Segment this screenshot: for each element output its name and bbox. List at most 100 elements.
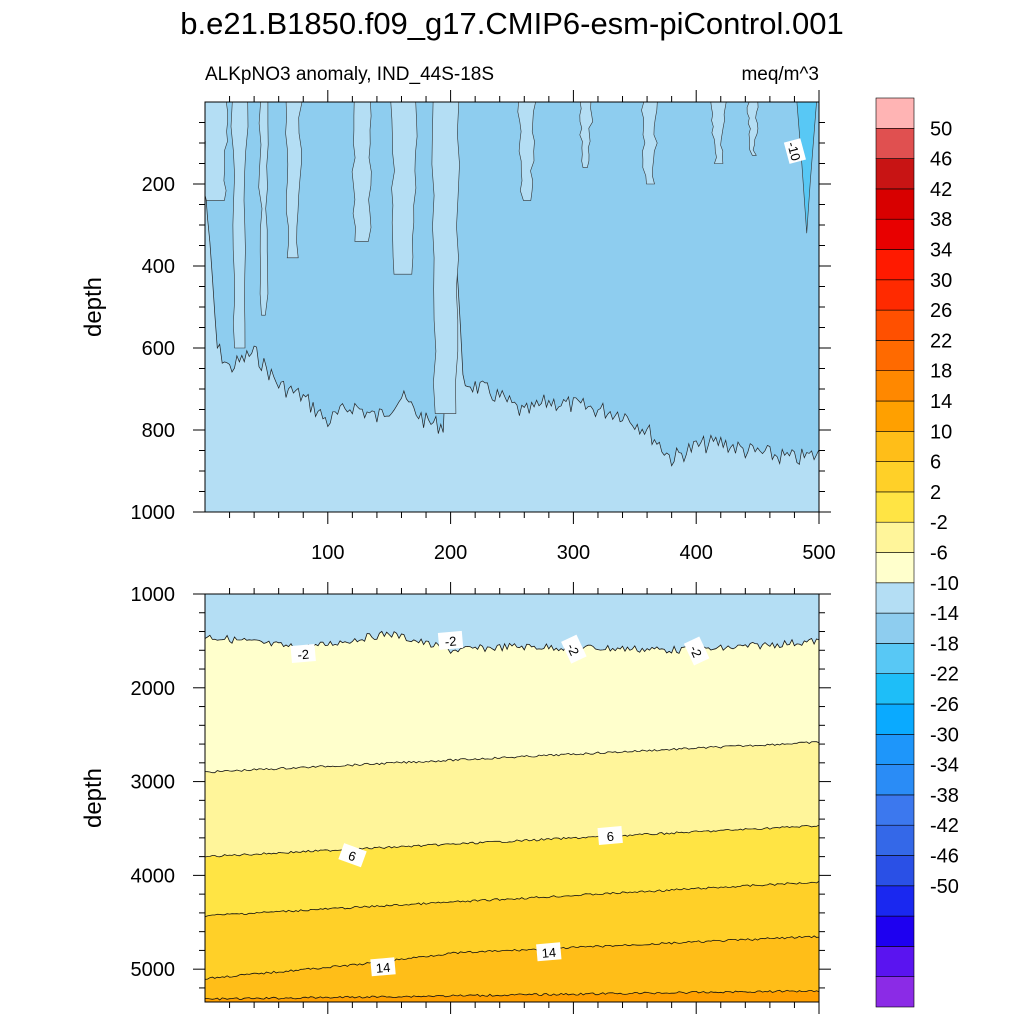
colorbar-label: 50 bbox=[930, 118, 952, 140]
upper-y-tick-label: 800 bbox=[142, 420, 175, 442]
colorbar-swatch bbox=[875, 400, 915, 432]
colorbar-label: 26 bbox=[930, 300, 952, 322]
lower-contour-line bbox=[205, 989, 819, 1001]
upper-x-tick-label: 400 bbox=[680, 542, 713, 564]
upper-contour-label: -10 bbox=[783, 138, 806, 164]
lower-contour-label-text: -2 bbox=[297, 647, 310, 663]
colorbar-swatch bbox=[875, 249, 915, 281]
colorbar-swatch bbox=[875, 673, 915, 705]
lower-contour-line bbox=[205, 935, 819, 980]
lower-contour-label: 14 bbox=[536, 942, 562, 962]
colorbar-swatch bbox=[875, 976, 915, 1008]
colorbar-swatch bbox=[875, 946, 915, 978]
lower-band bbox=[205, 935, 819, 1002]
lower-contour-label-text: 14 bbox=[541, 945, 557, 961]
colorbar-swatch bbox=[875, 552, 915, 584]
colorbar-label: -14 bbox=[930, 603, 959, 625]
colorbar-label: -18 bbox=[930, 633, 959, 655]
lower-y-tick-label: 1000 bbox=[131, 584, 176, 606]
lower-y-tick-label: 5000 bbox=[131, 959, 176, 981]
lower-contour-label-text: -2 bbox=[687, 643, 705, 660]
figure-title: b.e21.B1850.f09_g17.CMIP6-esm-piControl.… bbox=[180, 6, 843, 41]
colorbar-swatch bbox=[875, 643, 915, 675]
upper-y-tick-label: 200 bbox=[142, 174, 175, 196]
upper-contour-label-text: -10 bbox=[784, 140, 803, 162]
upper-y-tick-label: 400 bbox=[142, 256, 175, 278]
colorbar-label: 14 bbox=[930, 391, 952, 413]
upper-panel: -10 200 400 600 800 1000 100 200 300 400 500 ALKp… bbox=[80, 64, 836, 564]
colorbar-swatch bbox=[875, 703, 915, 735]
upper-streak bbox=[285, 102, 303, 259]
lower-contour-line bbox=[205, 880, 819, 918]
colorbar-swatch bbox=[875, 521, 915, 553]
colorbar-label: -2 bbox=[930, 512, 948, 534]
upper-x-tick-label: 100 bbox=[311, 542, 344, 564]
lower-contour-label: -2 bbox=[561, 634, 587, 664]
colorbar-swatch bbox=[875, 461, 915, 493]
upper-streak bbox=[579, 102, 594, 168]
colorbar-swatch bbox=[875, 582, 915, 614]
colorbar-label: -10 bbox=[930, 573, 959, 595]
upper-x-tick-label: 200 bbox=[434, 542, 467, 564]
upper-right-title: meq/m^3 bbox=[741, 64, 819, 85]
colorbar-label: 38 bbox=[930, 209, 952, 231]
lower-contour-label-text: 6 bbox=[346, 848, 358, 865]
upper-x-tick-label: 300 bbox=[557, 542, 590, 564]
colorbar-swatch bbox=[875, 612, 915, 644]
colorbar-swatch bbox=[875, 188, 915, 220]
lower-contour-line bbox=[205, 824, 819, 858]
colorbar-swatch bbox=[875, 158, 915, 190]
colorbar-label: -42 bbox=[930, 815, 959, 837]
colorbar-swatch bbox=[875, 430, 915, 462]
lower-contour-label: -2 bbox=[437, 630, 464, 650]
colorbar-swatch bbox=[875, 824, 915, 856]
colorbar-swatch bbox=[875, 218, 915, 250]
upper-streak bbox=[710, 102, 727, 164]
upper-streak bbox=[431, 102, 460, 414]
lower-contour-label-text: -2 bbox=[564, 641, 582, 658]
lower-contour-label: -2 bbox=[683, 636, 710, 666]
lower-contour-label: 14 bbox=[370, 957, 396, 977]
colorbar-label: 10 bbox=[930, 421, 952, 443]
colorbar-label: 46 bbox=[930, 149, 952, 171]
lower-contour-label: 6 bbox=[597, 825, 623, 846]
colorbar-swatch bbox=[875, 97, 915, 129]
colorbar-swatch bbox=[875, 370, 915, 402]
lower-contour-label-text: -2 bbox=[444, 633, 457, 649]
lower-y-tick-label: 4000 bbox=[131, 865, 176, 887]
colorbar-swatch bbox=[875, 794, 915, 826]
lower-contour-label-text: 6 bbox=[606, 829, 615, 845]
colorbar-swatch bbox=[875, 885, 915, 917]
colorbar-label: -22 bbox=[930, 664, 959, 686]
upper-streak bbox=[390, 102, 418, 275]
lower-contour-label-text: 14 bbox=[375, 960, 391, 976]
colorbar-swatch bbox=[875, 128, 915, 159]
lower-y-tick-label: 3000 bbox=[131, 772, 176, 794]
lower-frame bbox=[204, 593, 820, 1003]
upper-left-title: ALKpNO3 anomaly, IND_44S-18S bbox=[205, 64, 494, 85]
colorbar-label: 42 bbox=[930, 179, 952, 201]
upper-streak bbox=[746, 102, 759, 156]
colorbar-label: -46 bbox=[930, 846, 959, 868]
colorbar-swatch bbox=[875, 279, 915, 311]
colorbar-label: -38 bbox=[930, 785, 959, 807]
colorbar-label: -6 bbox=[930, 543, 948, 565]
lower-contour-label: -2 bbox=[290, 644, 316, 664]
lower-contour-label: 6 bbox=[338, 843, 367, 868]
colorbar-label: -34 bbox=[930, 755, 959, 777]
colorbar-label: 18 bbox=[930, 361, 952, 383]
lower-panel: -2 -2 -2 -2 6 6 14 14 1000 2000 3000 4000 5000 dept… bbox=[80, 582, 831, 1014]
lower-contour-line bbox=[205, 741, 819, 774]
colorbar-label: -30 bbox=[930, 724, 959, 746]
colorbar-label: 34 bbox=[930, 240, 952, 262]
colorbar-label: 6 bbox=[930, 452, 941, 474]
colorbar-label: -50 bbox=[930, 876, 959, 898]
upper-streak bbox=[351, 102, 372, 242]
upper-y-tick-label: 600 bbox=[142, 338, 175, 360]
colorbar-label: 30 bbox=[930, 270, 952, 292]
colorbar-swatch bbox=[875, 340, 915, 371]
colorbar-swatch bbox=[875, 309, 915, 341]
colorbar-swatch bbox=[875, 855, 915, 887]
upper-y-tick-label: 1000 bbox=[131, 502, 176, 524]
